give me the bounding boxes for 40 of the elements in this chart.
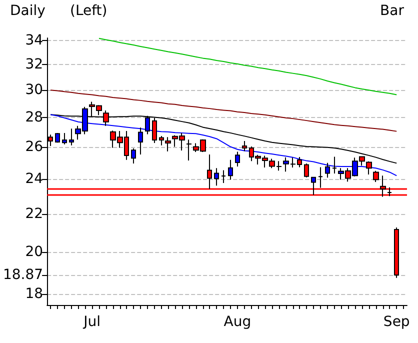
candlestick	[373, 170, 379, 182]
x-tick-label: Aug	[224, 314, 252, 330]
candlestick	[214, 168, 219, 186]
candlestick	[235, 151, 240, 168]
candlestick	[131, 148, 136, 164]
y-tick-label: 26	[25, 139, 44, 156]
candlestick	[159, 136, 164, 146]
candlestick	[311, 176, 316, 196]
text: (Left)	[70, 3, 108, 19]
candlestick	[186, 139, 192, 161]
y-tick-label: 22	[25, 206, 44, 222]
y-tick-label: 30	[25, 82, 44, 98]
line-series	[50, 90, 398, 132]
candlestick	[332, 156, 337, 174]
candlestick	[165, 136, 171, 152]
y-tick-label: 24	[25, 171, 44, 188]
y-tick-label: 34	[25, 32, 44, 48]
candlestick	[228, 159, 233, 180]
candlestick	[304, 163, 309, 178]
candlestick	[69, 128, 74, 146]
candlestick	[152, 117, 157, 144]
candlestick	[55, 132, 60, 144]
candlestick	[394, 226, 399, 278]
chart-title: Daily	[10, 3, 46, 19]
y-tick-label: 20	[25, 244, 44, 260]
x-tick-label: Jul	[82, 314, 101, 330]
candlestick	[138, 127, 143, 156]
y-tick-label: 28	[25, 110, 44, 126]
text: Bar	[380, 3, 404, 19]
candlestick	[366, 160, 372, 176]
y-tick-label: 32	[25, 56, 44, 72]
candlestick	[318, 166, 323, 188]
x-tick-label: Sep	[383, 314, 410, 330]
candlestick	[62, 132, 67, 145]
line-series	[98, 38, 398, 96]
y-tick-label: 18.87	[2, 266, 44, 283]
y-tick-label: 18	[25, 286, 44, 302]
candlestick	[242, 140, 247, 152]
candlestick	[221, 170, 226, 184]
candlestick	[387, 186, 392, 197]
